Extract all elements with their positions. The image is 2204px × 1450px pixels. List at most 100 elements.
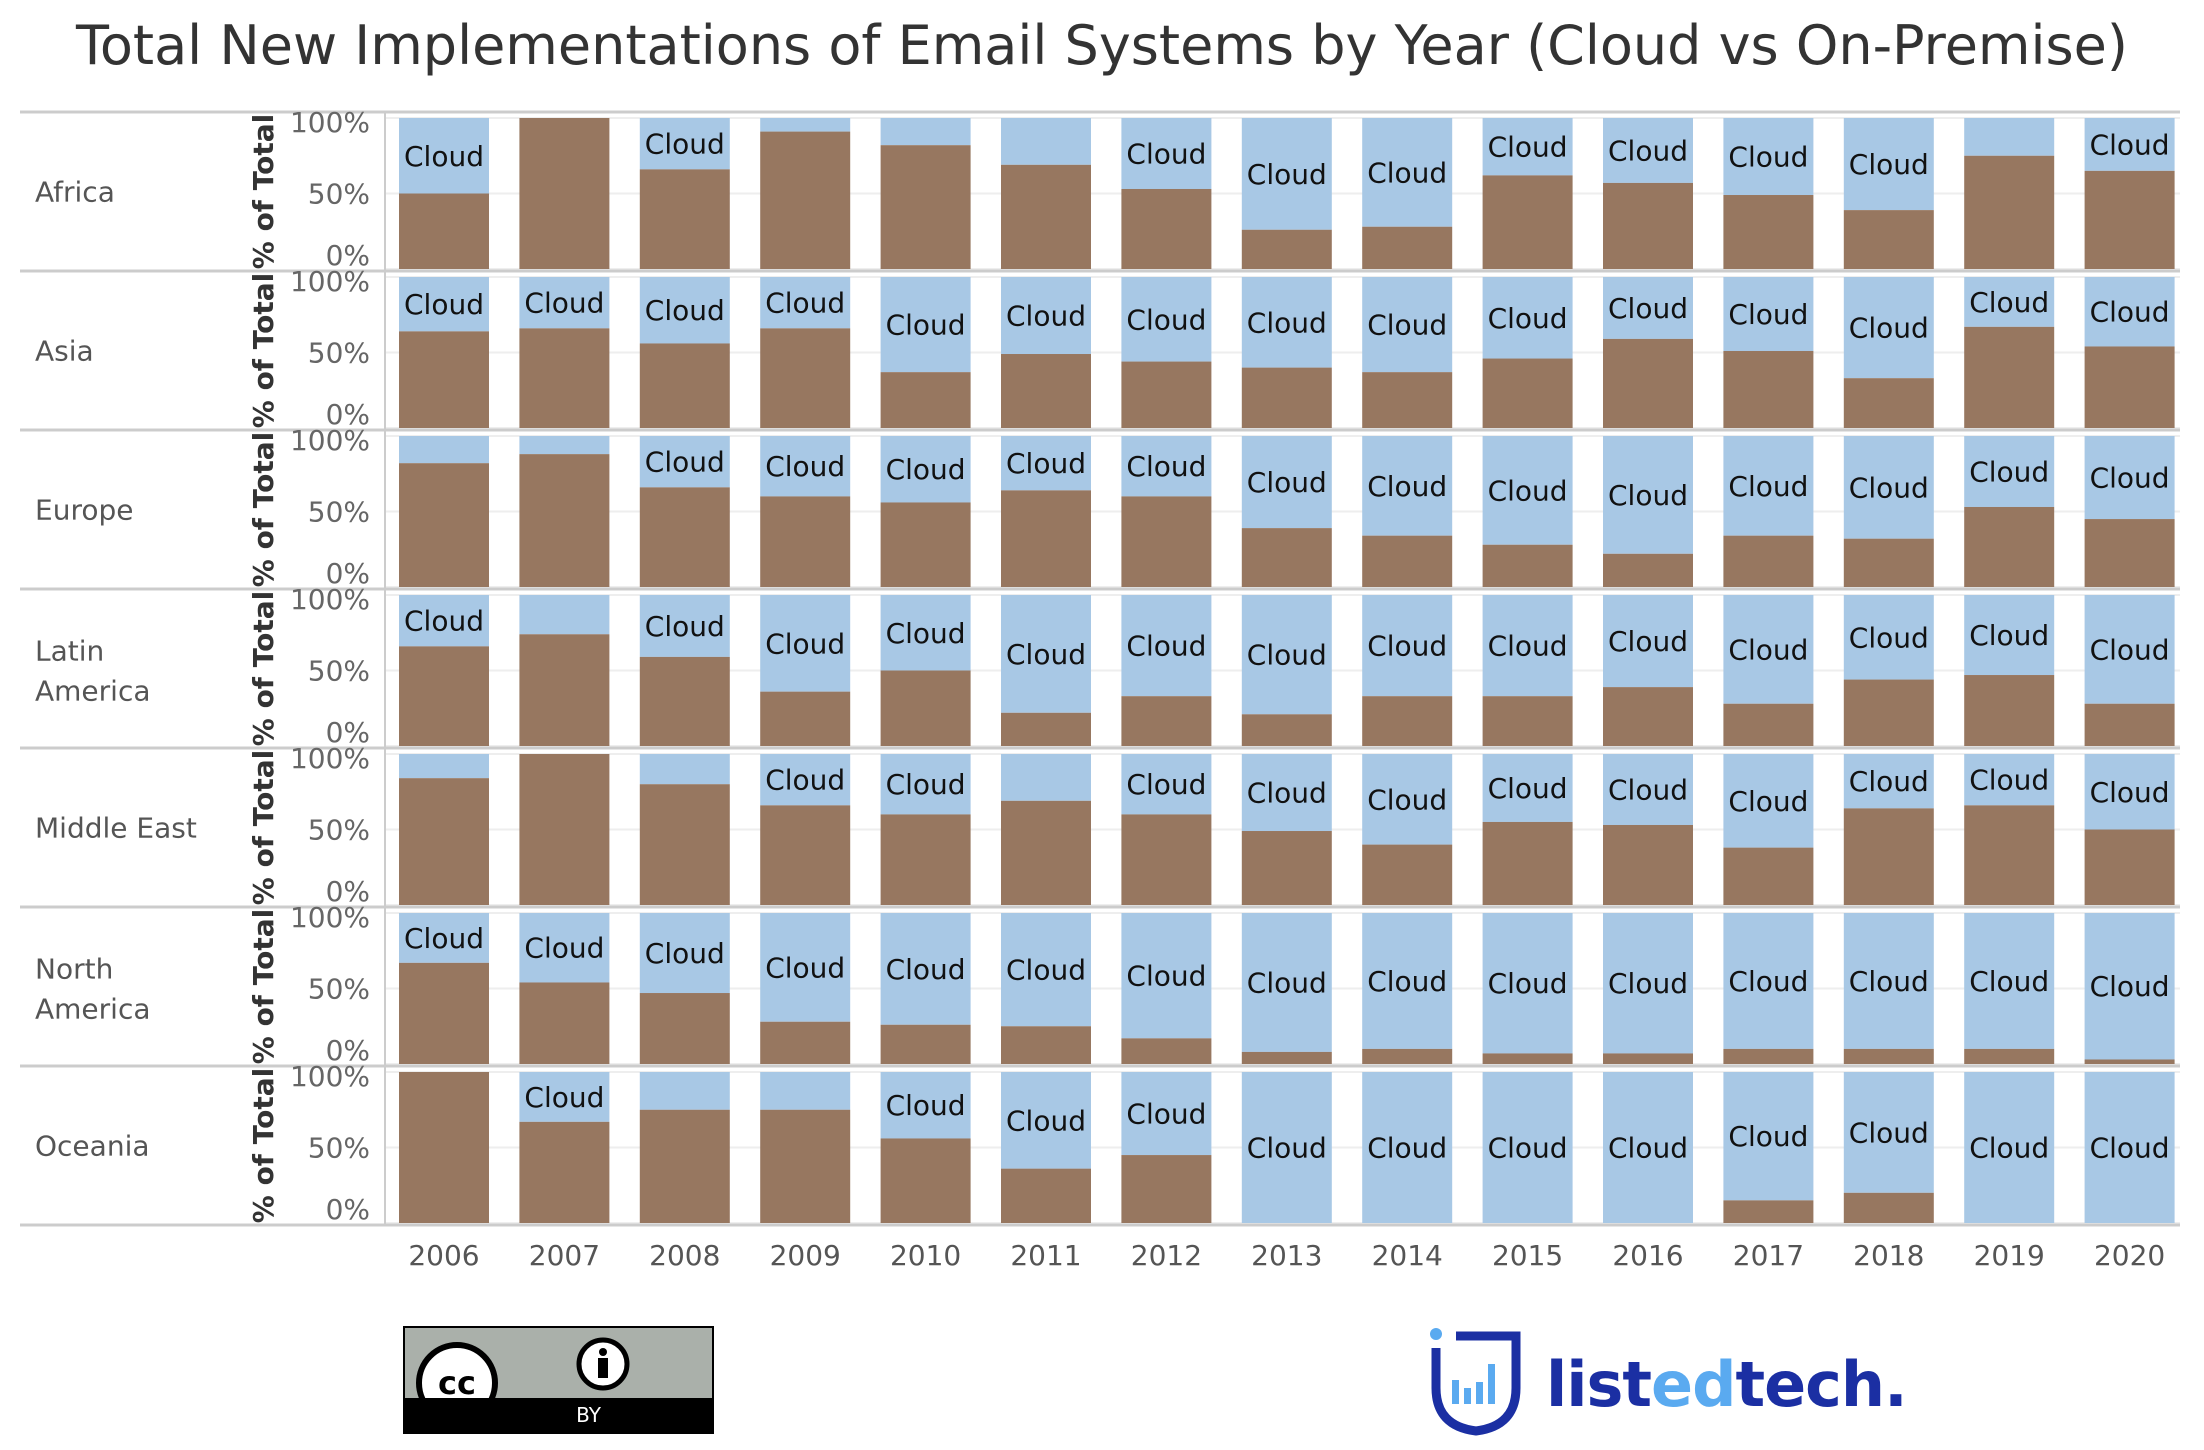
bar-cloud-africa-2006 [399,118,489,194]
bar-cloud-africa-2020 [2084,118,2175,171]
chart-area: Africa % of Total 100% 50% 0% Cloud Cloud Cloud… [20,106,2180,1272]
y-tick-label: 50% [308,337,370,370]
bar-on-premise-latin-america-2006 [399,646,489,746]
bar-on-premise-middle-east-2018 [1843,808,1934,905]
bar-cloud-asia-2017 [1723,277,1814,351]
bar-on-premise-middle-east-2008 [639,784,730,905]
bar-cloud-asia-2019 [1964,277,2055,327]
bar-on-premise-oceania-2010 [880,1138,971,1223]
bar-cloud-north-america-2008 [639,913,730,994]
cloud-data-label: Cloud [1488,302,1568,335]
bar-on-premise-latin-america-2018 [1843,679,1934,746]
listedtech-logo[interactable]: listedtech. [1426,1326,1908,1436]
bar-on-premise-asia-2015 [1482,358,1573,428]
cloud-data-label: Cloud [1247,1132,1327,1165]
y-tick-label: 50% [308,973,370,1006]
y-tick-label: 50% [308,178,370,211]
bar-on-premise-latin-america-2020 [2084,703,2175,746]
cloud-data-label: Cloud [1247,777,1327,810]
bar-cloud-middle-east-2017 [1723,754,1814,848]
bar-on-premise-middle-east-2010 [880,814,971,905]
bar-cloud-africa-2014 [1362,118,1453,227]
bar-cloud-latin-america-2017 [1723,595,1814,704]
x-tick-label: 2008 [649,1239,720,1272]
bar-cloud-middle-east-2015 [1482,754,1573,822]
x-tick-label: 2007 [529,1239,600,1272]
bar-on-premise-asia-2008 [639,343,730,428]
bar-on-premise-africa-2012 [1121,188,1212,269]
cloud-data-label: Cloud [1006,638,1086,671]
bar-on-premise-middle-east-2011 [1001,800,1091,905]
bar-cloud-north-america-2006 [399,913,489,963]
bar-cloud-europe-2017 [1723,436,1814,536]
bar-on-premise-africa-2006 [399,193,489,269]
bar-on-premise-europe-2019 [1964,506,2055,587]
y-tick-label: 50% [308,1132,370,1165]
region-label: Africa [35,176,115,209]
cloud-data-label: Cloud [1488,772,1568,805]
bar-on-premise-latin-america-2013 [1241,714,1332,746]
cloud-data-label: Cloud [1728,141,1808,174]
bar-on-premise-north-america-2011 [1001,1026,1091,1064]
bar-cloud-asia-2006 [399,277,489,332]
bar-cloud-north-america-2007 [519,913,610,983]
bar-cloud-africa-2013 [1241,118,1332,230]
bar-on-premise-middle-east-2007 [519,754,610,905]
y-tick-label: 0% [326,239,370,272]
y-axis-title: % of Total [247,1068,280,1223]
cloud-data-label: Cloud [524,932,604,965]
bar-on-premise-north-america-2012 [1121,1038,1212,1064]
bar-cloud-middle-east-2009 [760,754,851,806]
cloud-data-label: Cloud [2090,776,2170,809]
bar-cloud-europe-2018 [1843,436,1934,539]
y-tick-label: 0% [326,716,370,749]
cc-by-license-logo[interactable]: cc BY [403,1326,714,1434]
bar-on-premise-north-america-2015 [1482,1053,1573,1064]
x-tick-label: 2017 [1733,1239,1804,1272]
bar-cloud-latin-america-2018 [1843,595,1934,680]
bar-cloud-latin-america-2016 [1603,595,1693,688]
region-label: Asia [35,335,94,368]
region-label: North [35,953,113,986]
bar-cloud-africa-2018 [1843,118,1934,211]
bar-on-premise-asia-2007 [519,328,610,428]
bar-cloud-middle-east-2012 [1121,754,1212,815]
cloud-data-label: Cloud [1367,156,1447,189]
cloud-data-label: Cloud [1247,306,1327,339]
listedtech-wordmark: listedtech. [1546,1348,1908,1421]
bar-cloud-oceania-2010 [880,1072,971,1139]
bar-cloud-oceania-2016 [1603,1072,1693,1223]
cloud-data-label: Cloud [524,1081,604,1114]
bar-on-premise-middle-east-2009 [760,805,851,905]
region-label: Middle East [35,812,197,845]
y-axis-title: % of Total [247,591,280,746]
cc-icon: cc [416,1337,630,1400]
bar-cloud-oceania-2015 [1482,1072,1573,1223]
bar-on-premise-africa-2007 [519,118,610,269]
x-tick-label: 2011 [1010,1239,1081,1272]
cloud-data-label: Cloud [765,951,845,984]
bar-cloud-europe-2012 [1121,436,1212,497]
cloud-data-label: Cloud [886,953,966,986]
bar-cloud-latin-america-2015 [1482,595,1573,697]
y-tick-label: 50% [308,496,370,529]
x-tick-label: 2013 [1251,1239,1322,1272]
cloud-data-label: Cloud [1367,1132,1447,1165]
bar-cloud-latin-america-2011 [1001,595,1091,713]
bar-on-premise-north-america-2019 [1964,1048,2055,1064]
bar-cloud-asia-2010 [880,277,971,373]
x-tick-label: 2010 [890,1239,961,1272]
bar-on-premise-north-america-2014 [1362,1048,1453,1064]
cloud-data-label: Cloud [1969,455,2049,488]
bar-cloud-middle-east-2006 [399,754,489,779]
bar-on-premise-europe-2020 [2084,519,2175,587]
bar-cloud-oceania-2019 [1964,1072,2055,1223]
cloud-data-label: Cloud [1849,621,1929,654]
cloud-data-label: Cloud [645,294,725,327]
bar-cloud-latin-america-2008 [639,595,730,657]
bar-cloud-latin-america-2020 [2084,595,2175,704]
cloud-data-label: Cloud [1849,765,1929,798]
y-tick-label: 50% [308,655,370,688]
x-tick-label: 2020 [2094,1239,2165,1272]
y-tick-label: 100% [290,265,370,298]
